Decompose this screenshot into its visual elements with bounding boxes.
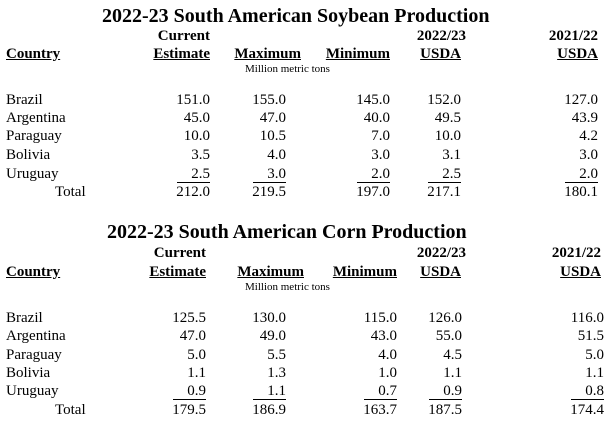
header-current-line1: Current xyxy=(157,28,210,44)
cell-current: 1.1 xyxy=(187,365,206,381)
total-label: Total xyxy=(55,184,86,200)
cell-minimum: 43.0 xyxy=(370,328,397,344)
cell-maximum: 5.5 xyxy=(267,347,286,363)
cell-usda2223: 2.5 xyxy=(428,167,461,183)
cell-usda2122: 1.1 xyxy=(585,365,604,381)
header-usda2223-line2: USDA xyxy=(420,264,461,280)
cell-current: 5.0 xyxy=(187,347,206,363)
total-usda2122: 180.1 xyxy=(564,184,598,200)
row-country: Brazil xyxy=(6,92,43,108)
header-usda2223-line2: USDA xyxy=(420,46,461,62)
total-maximum: 186.9 xyxy=(252,402,286,418)
cell-usda2223: 55.0 xyxy=(435,328,462,344)
cell-usda2122: 2.0 xyxy=(565,167,598,183)
unit-label: Million metric tons xyxy=(245,63,330,75)
cell-maximum: 1.3 xyxy=(267,365,286,381)
cell-usda2122: 4.2 xyxy=(579,128,598,144)
row-country: Argentina xyxy=(6,110,66,126)
row-country: Uruguay xyxy=(6,166,59,182)
cell-minimum: 4.0 xyxy=(378,347,397,363)
cell-usda2223: 49.5 xyxy=(434,110,461,126)
cell-usda2223: 10.0 xyxy=(434,128,461,144)
header-country: Country xyxy=(6,46,61,62)
table-title: 2022-23 South American Soybean Productio… xyxy=(102,5,490,27)
row-country: Argentina xyxy=(6,328,66,344)
row-country: Uruguay xyxy=(6,383,59,399)
header-maximum: Maximum xyxy=(234,46,301,62)
cell-usda2122: 51.5 xyxy=(577,328,604,344)
row-country: Bolivia xyxy=(6,365,51,381)
total-current: 179.5 xyxy=(172,402,206,418)
table-title: 2022-23 South American Corn Production xyxy=(107,221,467,243)
cell-maximum: 1.1 xyxy=(253,384,286,400)
header-minimum: Minimum xyxy=(332,264,397,280)
cell-usda2223: 3.1 xyxy=(442,147,461,163)
row-country: Bolivia xyxy=(6,147,51,163)
row-country: Paraguay xyxy=(6,128,62,144)
total-minimum: 197.0 xyxy=(356,184,390,200)
cell-usda2223: 152.0 xyxy=(427,92,461,108)
row-country: Paraguay xyxy=(6,347,62,363)
cell-maximum: 3.0 xyxy=(253,167,286,183)
cell-minimum: 7.0 xyxy=(371,128,390,144)
header-maximum: Maximum xyxy=(237,264,304,280)
header-usda2122-line2: USDA xyxy=(557,46,598,62)
header-usda2223-line1: 2022/23 xyxy=(416,28,466,44)
total-usda2122: 174.4 xyxy=(570,402,604,418)
cell-maximum: 4.0 xyxy=(267,147,286,163)
cell-usda2122: 0.8 xyxy=(571,384,604,400)
cell-current: 2.5 xyxy=(177,167,210,183)
cell-maximum: 130.0 xyxy=(252,310,286,326)
header-usda2122-line2: USDA xyxy=(560,264,601,280)
unit-label: Million metric tons xyxy=(245,281,330,293)
total-maximum: 219.5 xyxy=(252,184,286,200)
header-minimum: Minimum xyxy=(325,46,390,62)
cell-current: 151.0 xyxy=(176,92,210,108)
cell-current: 10.0 xyxy=(183,128,210,144)
cell-maximum: 155.0 xyxy=(252,92,286,108)
header-current-line2: Estimate xyxy=(149,264,206,280)
cell-current: 47.0 xyxy=(179,328,206,344)
cell-usda2122: 3.0 xyxy=(579,147,598,163)
row-country: Brazil xyxy=(6,310,43,326)
cell-current: 3.5 xyxy=(191,147,210,163)
cell-current: 0.9 xyxy=(173,384,206,400)
cell-usda2122: 5.0 xyxy=(585,347,604,363)
cell-maximum: 49.0 xyxy=(259,328,286,344)
header-country: Country xyxy=(6,264,61,280)
cell-minimum: 2.0 xyxy=(357,167,390,183)
cell-minimum: 40.0 xyxy=(363,110,390,126)
cell-minimum: 1.0 xyxy=(378,365,397,381)
cell-minimum: 3.0 xyxy=(371,147,390,163)
total-usda2223: 187.5 xyxy=(428,402,462,418)
cell-usda2223: 1.1 xyxy=(443,365,462,381)
cell-usda2223: 0.9 xyxy=(429,384,462,400)
cell-maximum: 10.5 xyxy=(259,128,286,144)
cell-current: 125.5 xyxy=(172,310,206,326)
total-minimum: 163.7 xyxy=(363,402,397,418)
header-current-line2: Estimate xyxy=(153,46,210,62)
cell-usda2122: 116.0 xyxy=(570,310,604,326)
cell-minimum: 115.0 xyxy=(363,310,397,326)
total-current: 212.0 xyxy=(176,184,210,200)
cell-maximum: 47.0 xyxy=(259,110,286,126)
cell-usda2122: 43.9 xyxy=(571,110,598,126)
cell-minimum: 145.0 xyxy=(356,92,390,108)
total-usda2223: 217.1 xyxy=(427,184,461,200)
header-usda2223-line1: 2022/23 xyxy=(416,245,466,261)
header-usda2122-line1: 2021/22 xyxy=(548,28,598,44)
header-current-line1: Current xyxy=(153,245,206,261)
cell-minimum: 0.7 xyxy=(364,384,397,400)
cell-usda2223: 4.5 xyxy=(443,347,462,363)
cell-usda2122: 127.0 xyxy=(564,92,598,108)
cell-usda2223: 126.0 xyxy=(428,310,462,326)
total-label: Total xyxy=(55,402,86,418)
cell-current: 45.0 xyxy=(183,110,210,126)
header-usda2122-line1: 2021/22 xyxy=(551,245,601,261)
